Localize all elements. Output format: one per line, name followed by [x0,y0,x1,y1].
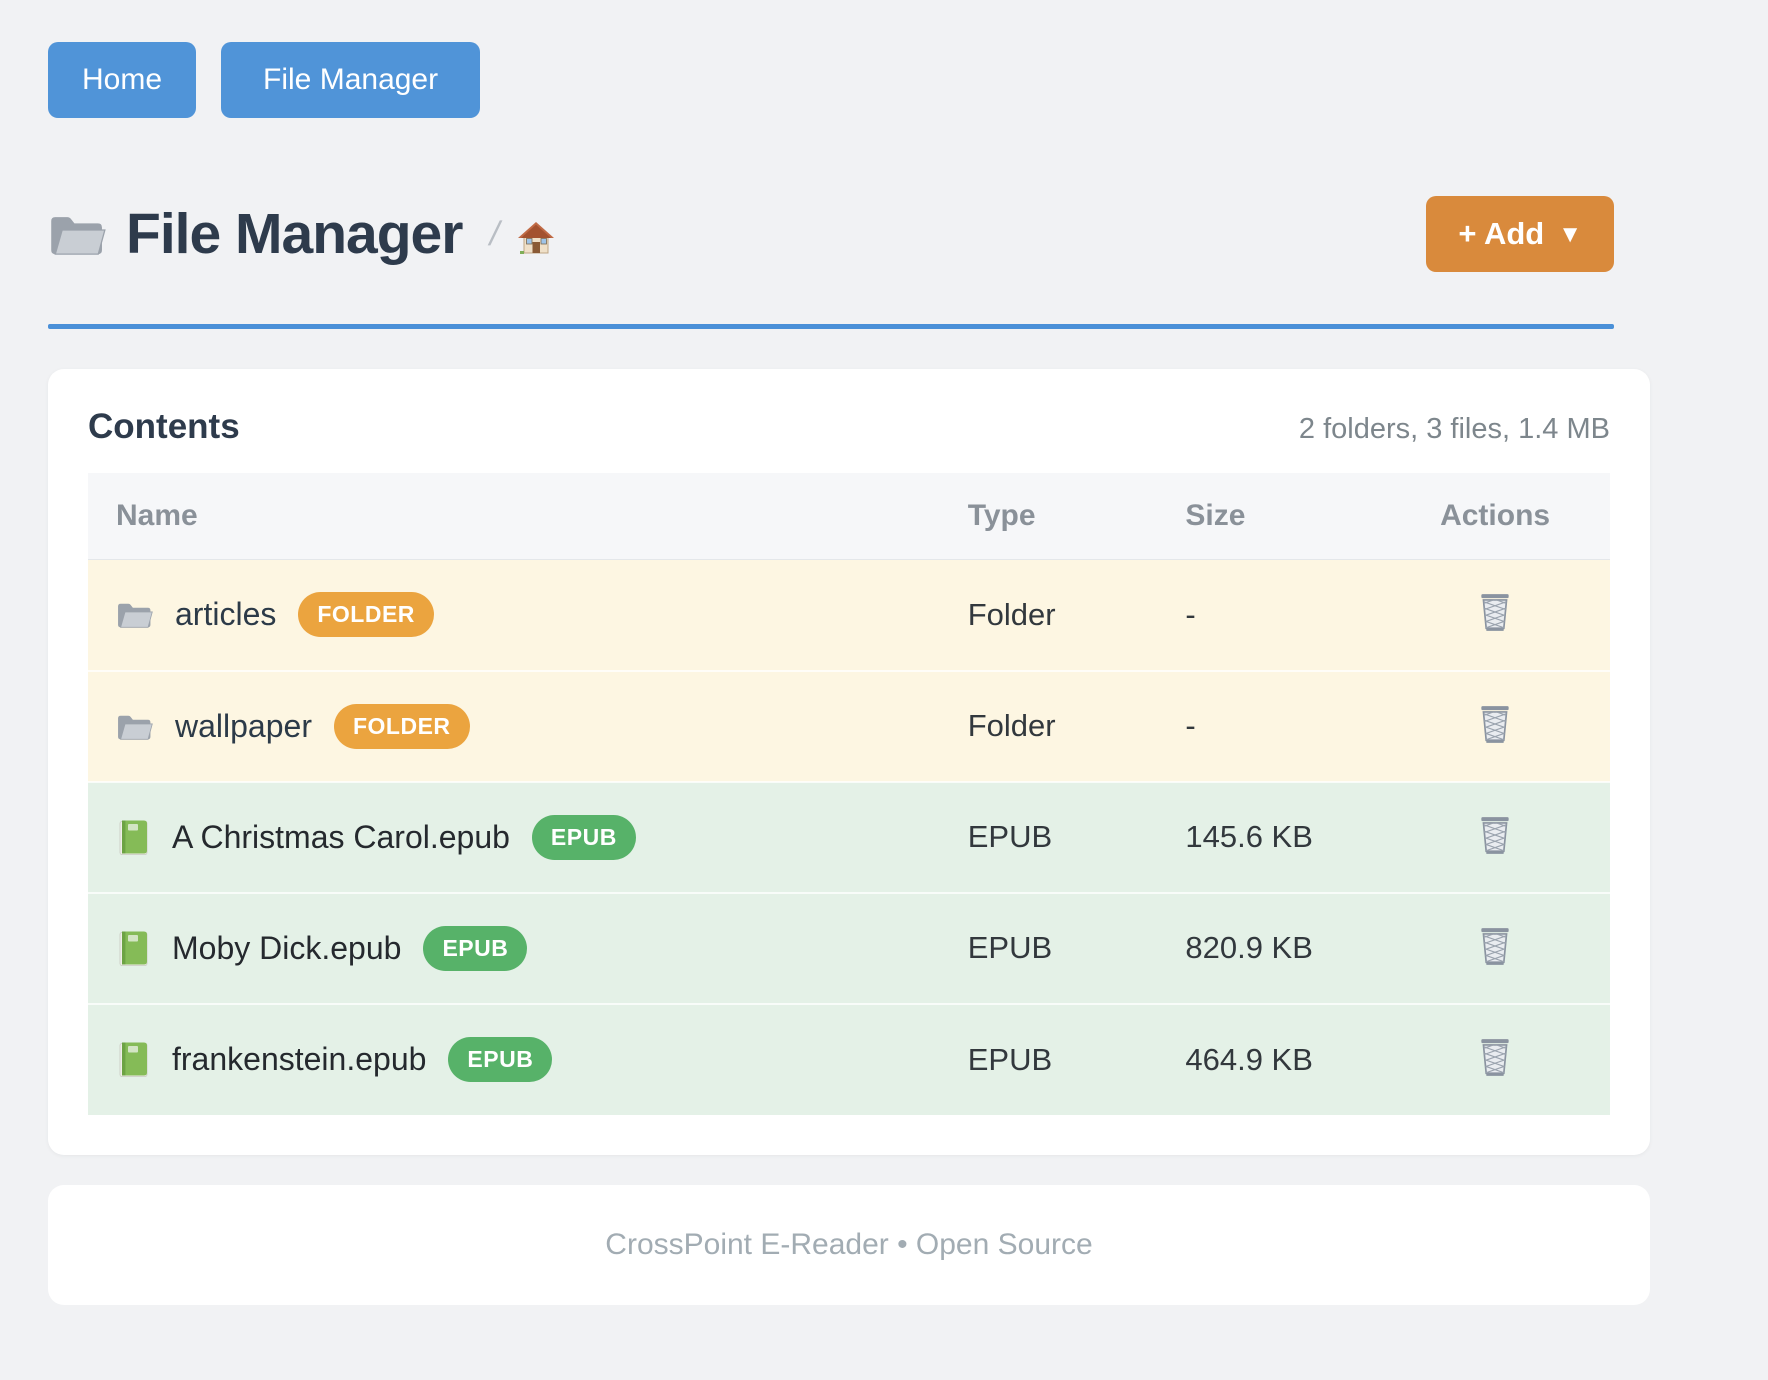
delete-button[interactable] [1477,1036,1513,1078]
type-badge: FOLDER [298,592,434,638]
column-header-type[interactable]: Type [967,499,1036,532]
book-icon [116,929,150,968]
book-icon [116,818,150,857]
trash-icon [1477,705,1513,748]
item-size: 145.6 KB [1185,819,1313,854]
contents-summary: 2 folders, 3 files, 1.4 MB [1298,413,1610,445]
footer: CrossPoint E-Reader • Open Source [48,1184,1650,1305]
nav-home-button[interactable]: Home [48,42,197,118]
header-divider [48,324,1614,329]
contents-card: Contents 2 folders, 3 files, 1.4 MB Name… [48,369,1650,1155]
type-badge: EPUB [423,925,528,971]
table-header-row: Name Type Size Actions [88,473,1610,560]
nav-file-manager-button[interactable]: File Manager [221,42,481,118]
contents-table: Name Type Size Actions articles FOLDER F… [88,473,1610,1115]
add-button-label: + Add [1458,216,1545,251]
delete-button[interactable] [1477,591,1513,633]
table-row: frankenstein.epub EPUB EPUB 464.9 KB [88,1003,1610,1115]
card-title: Contents [88,407,240,446]
add-button[interactable]: + Add ▼ [1426,196,1614,272]
folder-icon [116,711,153,742]
delete-button[interactable] [1477,925,1513,967]
table-row: Moby Dick.epub EPUB EPUB 820.9 KB [88,892,1610,1004]
item-type: EPUB [967,930,1053,965]
item-name[interactable]: articles [175,596,277,633]
column-header-actions: Actions [1440,499,1551,532]
table-row: A Christmas Carol.epub EPUB EPUB 145.6 K… [88,781,1610,893]
item-type: EPUB [967,1041,1053,1077]
trash-icon [1477,1039,1513,1081]
trash-icon [1477,927,1513,970]
folder-icon [116,599,153,630]
type-badge: EPUB [448,1037,553,1082]
page-title: File Manager [126,202,463,266]
caret-down-icon: ▼ [1558,221,1582,248]
trash-icon [1477,816,1513,859]
folder-icon [48,209,106,259]
item-size: 820.9 KB [1185,930,1313,965]
trash-icon [1477,594,1513,636]
page-container: Home File Manager File Manager / + Add [48,0,1650,1305]
breadcrumb-separator: / [486,214,505,253]
book-icon [116,1040,150,1079]
home-icon[interactable] [516,219,556,257]
item-type: EPUB [967,819,1053,854]
table-row: articles FOLDER Folder - [88,559,1610,671]
item-name[interactable]: wallpaper [175,707,312,744]
column-header-size[interactable]: Size [1185,499,1246,532]
type-badge: FOLDER [333,703,470,749]
footer-text: CrossPoint E-Reader • Open Source [605,1227,1093,1261]
item-type: Folder [967,596,1056,632]
card-header: Contents 2 folders, 3 files, 1.4 MB [88,407,1610,447]
top-nav: Home File Manager [48,0,1650,118]
table-row: wallpaper FOLDER Folder - [88,670,1610,782]
item-type: Folder [967,708,1056,743]
item-name[interactable]: Moby Dick.epub [172,929,402,966]
item-size: 464.9 KB [1185,1041,1313,1077]
item-name[interactable]: A Christmas Carol.epub [172,818,510,855]
item-size: - [1185,708,1196,743]
delete-button[interactable] [1477,814,1513,856]
item-name[interactable]: frankenstein.epub [172,1041,427,1077]
item-size: - [1185,596,1196,632]
delete-button[interactable] [1477,703,1513,745]
type-badge: EPUB [531,814,636,860]
column-header-name[interactable]: Name [116,499,198,532]
page-header: File Manager / + Add ▼ [48,188,1650,280]
